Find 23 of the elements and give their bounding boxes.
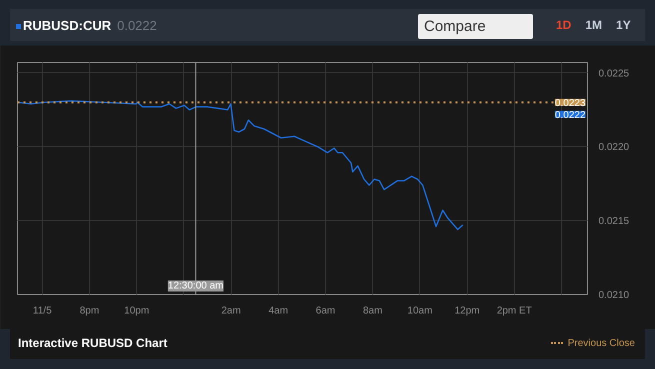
x-tick-label: 8pm — [80, 306, 100, 316]
text: 1M — [585, 18, 602, 32]
legend-label: Previous Close — [566, 338, 635, 349]
x-tick-label: 12pm — [454, 306, 480, 316]
x-tick-label: 2am — [221, 306, 241, 316]
x-tick-label: 8am — [362, 306, 382, 316]
x-tick-label: 10am — [407, 306, 432, 316]
x-tick-label: 2pm ET — [496, 306, 532, 316]
ref-line-label: 12:30:00 am — [168, 280, 224, 292]
x-tick-label: 11/5 — [32, 306, 52, 316]
x-tick-label: 10pm — [124, 306, 150, 316]
y-tick-label: 0.0210 — [598, 290, 630, 301]
x-tick-label: 6am — [316, 306, 336, 316]
y-tick-label: 0.0220 — [598, 142, 630, 154]
y-tick-label: 0.0225 — [598, 68, 630, 80]
text: 0.0222 — [117, 18, 157, 33]
y-tick-label: 0.0215 — [598, 216, 630, 228]
text: 1D — [556, 18, 572, 32]
text: Interactive RUBUSD Chart — [18, 335, 168, 352]
text: 1Y — [616, 18, 631, 32]
chart-title: RUBUSD:CUR — [23, 18, 112, 33]
x-tick-label: 4am — [268, 306, 288, 316]
text: Compare — [418, 14, 533, 40]
